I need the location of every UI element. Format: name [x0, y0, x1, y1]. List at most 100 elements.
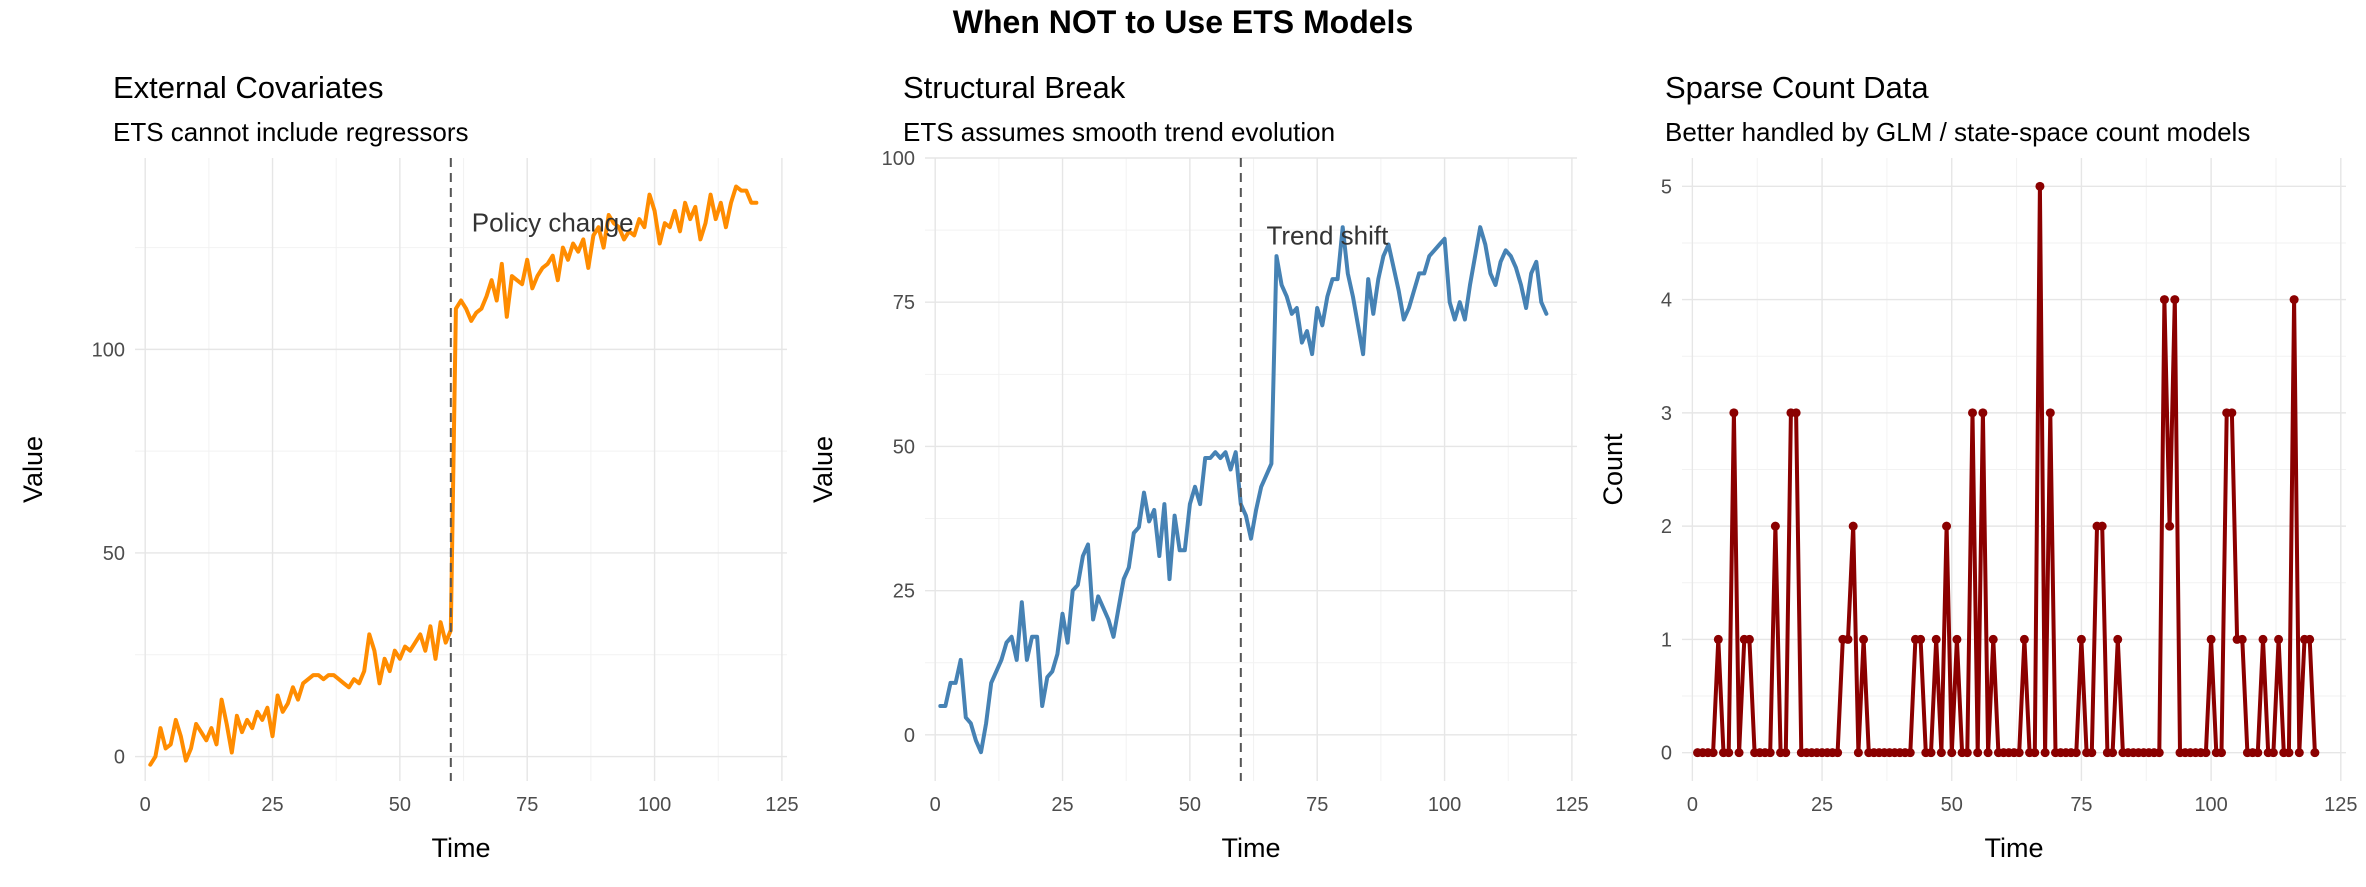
data-point — [2294, 748, 2304, 758]
y-axis-label: Value — [18, 436, 48, 503]
x-tick-label: 75 — [516, 794, 538, 816]
data-point — [2217, 748, 2226, 758]
data-point — [2014, 748, 2024, 758]
data-point — [2076, 634, 2086, 644]
data-point — [2113, 634, 2123, 644]
data-point — [1978, 408, 1988, 418]
data-point — [1734, 748, 1744, 758]
x-tick-label: 100 — [2194, 794, 2227, 816]
data-point — [2087, 748, 2097, 758]
y-tick-label: 100 — [882, 148, 915, 170]
panel-subtitle: ETS cannot include regressors — [113, 117, 469, 147]
data-point — [1859, 634, 1869, 644]
panel-subtitle: ETS assumes smooth trend evolution — [903, 117, 1335, 147]
panel-title: External Covariates — [113, 70, 384, 105]
data-point — [1765, 748, 1775, 758]
series-line — [938, 225, 1549, 755]
data-point — [1843, 634, 1853, 644]
x-tick-label: 100 — [638, 794, 671, 816]
x-axis-label: Time — [432, 833, 491, 863]
series-points — [1693, 181, 2320, 758]
data-point — [2274, 634, 2284, 644]
y-tick-label: 3 — [1661, 403, 1672, 425]
x-axis-label: Time — [1222, 833, 1281, 863]
y-tick-label: 0 — [1661, 743, 1672, 765]
data-point — [1962, 748, 1972, 758]
data-point — [2071, 748, 2081, 758]
data-point — [2258, 634, 2268, 644]
data-point — [2170, 295, 2180, 305]
data-point — [2108, 748, 2118, 758]
data-point — [1926, 748, 1936, 758]
data-point — [1936, 748, 1946, 758]
data-point — [1853, 748, 1863, 758]
data-point — [1708, 748, 1718, 758]
y-tick-label: 50 — [103, 543, 125, 565]
data-point — [2045, 408, 2055, 418]
y-tick-label: 5 — [1661, 176, 1672, 198]
data-point — [2284, 748, 2294, 758]
data-point — [1968, 408, 1977, 418]
panel-title: Sparse Count Data — [1665, 70, 1929, 105]
x-tick-label: 125 — [765, 794, 798, 816]
data-point — [1952, 634, 1962, 644]
data-point — [1724, 748, 1734, 758]
y-tick-label: 2 — [1661, 516, 1672, 538]
data-point — [2097, 521, 2107, 531]
panel-external-covariates: External Covariates ETS cannot include re… — [18, 70, 799, 863]
y-tick-label: 4 — [1661, 290, 1672, 312]
annotation-trend-shift: Trend shift — [1266, 221, 1389, 251]
data-point — [2305, 634, 2315, 644]
x-tick-label: 25 — [1051, 794, 1073, 816]
y-tick-label: 1 — [1661, 629, 1672, 651]
data-point — [2237, 634, 2247, 644]
data-point — [2035, 181, 2045, 191]
data-point — [2040, 748, 2050, 758]
x-tick-label: 125 — [1555, 794, 1588, 816]
y-axis-label: Value — [808, 436, 838, 503]
data-point — [1833, 748, 1843, 758]
data-point — [1931, 634, 1941, 644]
data-point — [1973, 748, 1983, 758]
data-point — [2268, 748, 2278, 758]
y-tick-label: 100 — [92, 339, 125, 361]
data-point — [2030, 748, 2040, 758]
data-point — [1791, 408, 1801, 418]
panel-title: Structural Break — [903, 70, 1126, 105]
data-point — [1744, 634, 1754, 644]
data-point — [2289, 295, 2299, 305]
data-point — [2159, 295, 2169, 305]
annotation-policy-change: Policy change — [472, 207, 634, 237]
grid — [925, 157, 1577, 781]
x-tick-label: 50 — [389, 794, 411, 816]
data-point — [2154, 748, 2164, 758]
x-tick-label: 75 — [1306, 794, 1328, 816]
data-point — [2165, 521, 2175, 531]
panel-sparse-count-data: Sparse Count Data Better handled by GLM /… — [1598, 70, 2358, 863]
data-point — [1781, 748, 1791, 758]
data-point — [1916, 634, 1926, 644]
data-point — [2310, 748, 2320, 758]
y-tick-label: 50 — [893, 436, 915, 458]
x-tick-label: 0 — [140, 794, 151, 816]
x-tick-label: 25 — [261, 794, 283, 816]
y-axis-label: Count — [1598, 433, 1628, 506]
data-point — [1942, 521, 1952, 531]
data-point — [2019, 634, 2029, 644]
data-point — [1983, 748, 1993, 758]
data-point — [1713, 634, 1723, 644]
data-point — [2206, 634, 2216, 644]
x-axis-label: Time — [1985, 833, 2044, 863]
y-tick-label: 25 — [893, 581, 915, 603]
figure-title: When NOT to Use ETS Models — [952, 4, 1414, 40]
y-tick-label: 0 — [904, 725, 915, 747]
x-tick-label: 0 — [930, 794, 941, 816]
x-tick-label: 100 — [1428, 794, 1461, 816]
data-point — [2227, 408, 2237, 418]
data-point — [2201, 748, 2211, 758]
x-tick-label: 125 — [2324, 794, 2357, 816]
panel-structural-break: Structural Break ETS assumes smooth trend… — [808, 70, 1589, 863]
x-tick-label: 50 — [1941, 794, 1963, 816]
x-tick-label: 75 — [2070, 794, 2092, 816]
